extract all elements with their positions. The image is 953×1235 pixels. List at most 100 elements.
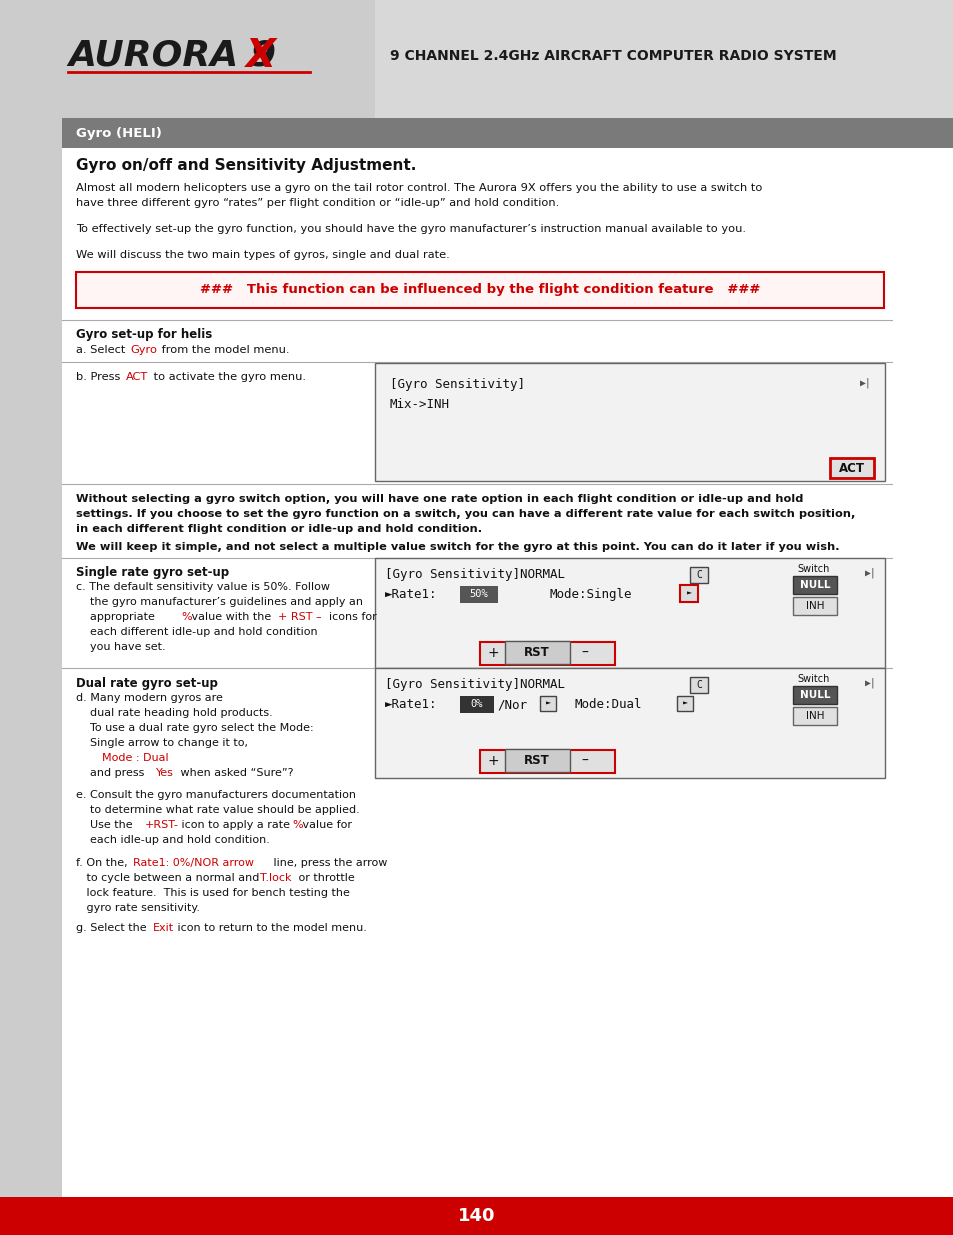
Text: dual rate heading hold products.: dual rate heading hold products.	[76, 708, 273, 718]
Text: icon to return to the model menu.: icon to return to the model menu.	[173, 923, 367, 932]
Text: Use the: Use the	[76, 820, 136, 830]
Text: 140: 140	[457, 1207, 496, 1225]
Text: T.lock: T.lock	[260, 873, 292, 883]
Bar	[0, 0, 62, 119]
Text: [Gyro Sensitivity]: [Gyro Sensitivity]	[390, 378, 524, 391]
Text: + RST –: + RST –	[277, 613, 321, 622]
Text: icon to apply a rate: icon to apply a rate	[178, 820, 294, 830]
Text: lock feature.  This is used for bench testing the: lock feature. This is used for bench tes…	[76, 888, 350, 898]
Bar	[375, 363, 884, 480]
Text: Gyro on/off and Sensitivity Adjustment.: Gyro on/off and Sensitivity Adjustment.	[76, 158, 416, 173]
Text: Switch: Switch	[796, 674, 828, 684]
Text: f. On the,: f. On the,	[76, 858, 131, 868]
Bar	[0, 1197, 953, 1235]
Text: C: C	[696, 680, 701, 690]
Bar	[0, 0, 375, 119]
Text: 9 CHANNEL 2.4GHz AIRCRAFT COMPUTER RADIO SYSTEM: 9 CHANNEL 2.4GHz AIRCRAFT COMPUTER RADIO…	[390, 49, 836, 63]
Text: +: +	[487, 755, 498, 768]
Text: [Gyro Sensitivity]NORMAL: [Gyro Sensitivity]NORMAL	[385, 568, 564, 580]
Text: Without selecting a gyro switch option, you will have one rate option in each fl: Without selecting a gyro switch option, …	[76, 494, 802, 504]
Bar	[677, 697, 692, 711]
Text: [Gyro Sensitivity]NORMAL: [Gyro Sensitivity]NORMAL	[385, 678, 564, 692]
Text: appropriate: appropriate	[76, 613, 158, 622]
Text: NULL: NULL	[799, 580, 829, 590]
Text: ACT: ACT	[126, 372, 148, 382]
Text: gyro rate sensitivity.: gyro rate sensitivity.	[76, 903, 200, 913]
Text: have three different gyro “rates” per flight condition or “idle-up” and hold con: have three different gyro “rates” per fl…	[76, 198, 558, 207]
Text: Mode:Single: Mode:Single	[550, 588, 632, 601]
Text: NULL: NULL	[799, 690, 829, 700]
Text: +: +	[487, 646, 498, 659]
Text: ###   This function can be influenced by the flight condition feature   ###: ### This function can be influenced by t…	[199, 284, 760, 296]
Text: Gyro set-up for helis: Gyro set-up for helis	[76, 329, 212, 341]
Text: +RST-: +RST-	[145, 820, 179, 830]
Text: Mode : Dual: Mode : Dual	[102, 753, 169, 763]
Text: Switch: Switch	[796, 564, 828, 574]
Text: each idle-up and hold condition.: each idle-up and hold condition.	[76, 835, 270, 845]
Text: ▶|: ▶|	[864, 678, 876, 688]
Text: To use a dual rate gyro select the Mode:: To use a dual rate gyro select the Mode:	[76, 722, 314, 734]
Text: ▶|: ▶|	[864, 568, 876, 578]
Bar	[504, 748, 569, 772]
Bar	[62, 119, 953, 1197]
Text: each different idle-up and hold condition: each different idle-up and hold conditio…	[76, 627, 317, 637]
Text: Gyro: Gyro	[130, 345, 157, 354]
Bar	[0, 0, 62, 1235]
Bar	[539, 697, 556, 711]
Text: Almost all modern helicopters use a gyro on the tail rotor control. The Aurora 9: Almost all modern helicopters use a gyro…	[76, 183, 761, 193]
Text: a. Select: a. Select	[76, 345, 129, 354]
Text: ►Rate1:: ►Rate1:	[385, 588, 437, 601]
Text: Dual rate gyro set-up: Dual rate gyro set-up	[76, 677, 217, 690]
Text: 50%: 50%	[469, 589, 488, 599]
Text: We will discuss the two main types of gyros, single and dual rate.: We will discuss the two main types of gy…	[76, 249, 449, 261]
Text: from the model menu.: from the model menu.	[158, 345, 289, 354]
Text: Single rate gyro set-up: Single rate gyro set-up	[76, 566, 229, 579]
Text: RST: RST	[523, 646, 549, 659]
Text: X: X	[246, 37, 275, 75]
Text: in each different flight condition or idle-up and hold condition.: in each different flight condition or id…	[76, 524, 481, 534]
Text: Single arrow to change it to,: Single arrow to change it to,	[76, 739, 248, 748]
Text: –: –	[581, 646, 588, 659]
Text: To effectively set-up the gyro function, you should have the gyro manufacturer’s: To effectively set-up the gyro function,…	[76, 224, 745, 233]
Text: RST: RST	[523, 755, 549, 767]
Text: icons for: icons for	[322, 613, 376, 622]
Text: or throttle: or throttle	[294, 873, 355, 883]
Text: We will keep it simple, and not select a multiple value switch for the gyro at t: We will keep it simple, and not select a…	[76, 542, 839, 552]
Text: ▶|: ▶|	[859, 378, 871, 389]
Bar	[459, 697, 494, 713]
Text: AURORA 9: AURORA 9	[68, 40, 275, 73]
Text: –: –	[581, 755, 588, 768]
Text: to cycle between a normal and: to cycle between a normal and	[76, 873, 263, 883]
Text: Gyro (HELI): Gyro (HELI)	[76, 126, 162, 140]
Bar	[792, 706, 836, 725]
Text: INH: INH	[805, 711, 823, 721]
Text: Exit: Exit	[152, 923, 174, 932]
Bar	[375, 668, 884, 778]
Text: b. Press: b. Press	[76, 372, 124, 382]
Text: to determine what rate value should be applied.: to determine what rate value should be a…	[76, 805, 359, 815]
Text: Mix->INH: Mix->INH	[390, 398, 450, 411]
Bar	[479, 750, 615, 773]
Text: e. Consult the gyro manufacturers documentation: e. Consult the gyro manufacturers docume…	[76, 790, 355, 800]
Bar	[792, 597, 836, 615]
Text: ►: ►	[686, 589, 691, 598]
Text: to activate the gyro menu.: to activate the gyro menu.	[150, 372, 306, 382]
Text: %: %	[181, 613, 192, 622]
Text: you have set.: you have set.	[76, 642, 166, 652]
Bar	[375, 558, 884, 668]
Text: d. Many modern gyros are: d. Many modern gyros are	[76, 693, 223, 703]
Text: /Nor: /Nor	[497, 698, 526, 711]
Bar	[679, 585, 698, 601]
Text: the gyro manufacturer’s guidelines and apply an: the gyro manufacturer’s guidelines and a…	[76, 597, 363, 606]
Text: when asked “Sure”?: when asked “Sure”?	[177, 768, 294, 778]
Bar	[479, 642, 615, 664]
Text: settings. If you choose to set the gyro function on a switch, you can have a dif: settings. If you choose to set the gyro …	[76, 509, 855, 519]
Text: ►: ►	[681, 699, 687, 708]
Bar	[829, 458, 873, 478]
Text: value with the: value with the	[188, 613, 274, 622]
Bar	[504, 641, 569, 664]
Bar	[792, 685, 836, 704]
Bar	[689, 677, 707, 693]
Text: Rate1: 0%/NOR arrow: Rate1: 0%/NOR arrow	[132, 858, 253, 868]
Text: ►Rate1:: ►Rate1:	[385, 698, 437, 711]
